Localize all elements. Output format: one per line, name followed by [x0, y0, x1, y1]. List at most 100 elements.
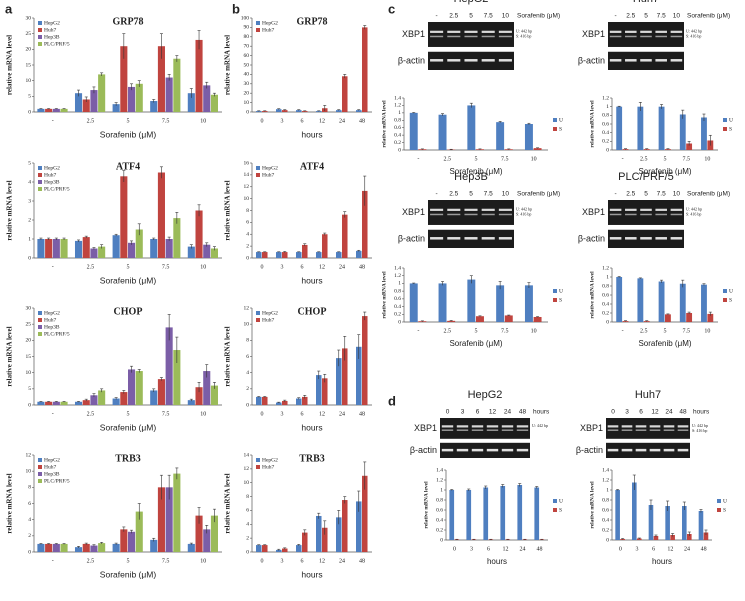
- gel-band: [464, 31, 477, 33]
- x-tick-label: 48: [701, 546, 707, 552]
- lane-label: 5: [469, 191, 473, 198]
- lane-label: 3: [461, 409, 465, 416]
- x-tick-label: -: [622, 328, 624, 334]
- bar: [128, 243, 135, 258]
- bar: [173, 59, 180, 112]
- y-tick-label: 80: [244, 34, 250, 40]
- gel-band: [610, 209, 622, 211]
- legend-label: HepG2: [262, 457, 278, 463]
- gel-band: [457, 425, 468, 427]
- y-tick-label: 5: [28, 160, 31, 166]
- x-tick-label: 48: [359, 264, 365, 270]
- bar: [75, 241, 82, 258]
- bar: [659, 107, 665, 150]
- bar: [467, 105, 475, 150]
- bar: [665, 314, 671, 322]
- gel-band: [457, 429, 468, 431]
- bar: [302, 533, 308, 552]
- x-axis-label: Sorafenib (μM): [100, 275, 157, 285]
- lane-label: 0: [611, 409, 615, 416]
- bar: [37, 402, 44, 405]
- gel-band: [482, 237, 495, 240]
- gel-band: [636, 429, 647, 431]
- y-tick-label: 1.2: [436, 477, 443, 483]
- legend-label: S: [559, 297, 562, 303]
- gel-band: [664, 429, 675, 431]
- gel-band: [678, 425, 689, 427]
- y-tick-label: 10: [26, 78, 32, 84]
- lane-label: 0: [446, 409, 450, 416]
- x-tick-label: 24: [339, 558, 345, 564]
- gel-band: [447, 209, 460, 211]
- y-tick-label: 6: [28, 501, 31, 507]
- x-tick-label: 0: [261, 411, 264, 417]
- gel-xlabel: hours: [693, 409, 710, 416]
- legend-swatch: [38, 42, 42, 46]
- gel-row-label: β-actin: [398, 233, 425, 243]
- bar: [195, 211, 202, 259]
- y-tick-label: 14: [244, 452, 250, 458]
- gel-row-label: XBP1: [414, 423, 437, 433]
- x-tick-label: 7.5: [162, 411, 170, 417]
- legend-swatch: [38, 332, 42, 336]
- legend-swatch: [717, 508, 721, 512]
- gel-band: [442, 429, 453, 431]
- bar: [701, 285, 707, 322]
- bar: [90, 90, 97, 112]
- legend-label: HepG2: [44, 20, 60, 26]
- lane-label: 2.5: [449, 13, 458, 20]
- x-tick-label: 3: [281, 264, 284, 270]
- gel-title: PLC/PRF/5: [618, 171, 674, 183]
- legend-swatch: [723, 127, 727, 131]
- x-tick-label: 24: [339, 118, 345, 124]
- x-tick-label: 2.5: [87, 264, 95, 270]
- gel-band: [608, 425, 619, 427]
- x-axis-label: Sorafenib (μM): [100, 422, 157, 432]
- gel-row-label: β-actin: [410, 445, 437, 455]
- legend-swatch: [553, 118, 557, 122]
- gel-band: [625, 31, 637, 33]
- bar: [98, 390, 105, 405]
- x-tick-label: 2.5: [87, 558, 95, 564]
- bar: [150, 390, 157, 405]
- y-tick-label: 8: [246, 494, 249, 500]
- legend-swatch: [38, 325, 42, 329]
- legend-swatch: [717, 499, 721, 503]
- bar: [496, 285, 504, 322]
- gel-band: [678, 449, 689, 452]
- legend-swatch: [38, 35, 42, 39]
- y-tick-label: 0: [606, 537, 609, 543]
- x-tick-label: 0: [261, 558, 264, 564]
- gel-band: [671, 237, 683, 240]
- x-tick-label: 12: [319, 558, 325, 564]
- x-tick-label: 6: [652, 546, 655, 552]
- legend-label: U: [729, 117, 733, 123]
- chart-title: GRP78: [296, 16, 327, 27]
- legend-swatch: [38, 465, 42, 469]
- gel-xlabel: Sorafenib (μM): [517, 13, 560, 20]
- bar: [166, 78, 173, 112]
- gel-band: [430, 237, 443, 240]
- y-tick-label: 1.2: [394, 103, 401, 109]
- y-tick-label: 0.2: [602, 310, 609, 316]
- gel-xlabel: Sorafenib (μM): [687, 13, 730, 20]
- y-tick-label: 1: [606, 274, 609, 280]
- legend-label: PLC/PRF/5: [44, 331, 70, 337]
- chart-title: ATF4: [300, 161, 324, 172]
- x-axis-label: hours: [301, 275, 322, 285]
- bar: [500, 486, 505, 540]
- gel-band: [430, 209, 443, 211]
- legend-swatch: [38, 187, 42, 191]
- gel-band: [447, 59, 460, 62]
- bar: [120, 529, 127, 552]
- gel-band: [482, 209, 495, 211]
- bar: [649, 505, 654, 540]
- y-tick-label: 0: [440, 537, 443, 543]
- x-tick-label: 0: [261, 264, 264, 270]
- y-tick-label: 50: [244, 62, 250, 68]
- lane-label: 6: [476, 409, 480, 416]
- y-tick-label: 0.6: [602, 507, 609, 513]
- bar: [505, 315, 513, 322]
- legend-label: PLC/PRF/5: [44, 478, 70, 484]
- x-tick-label: 10: [200, 264, 206, 270]
